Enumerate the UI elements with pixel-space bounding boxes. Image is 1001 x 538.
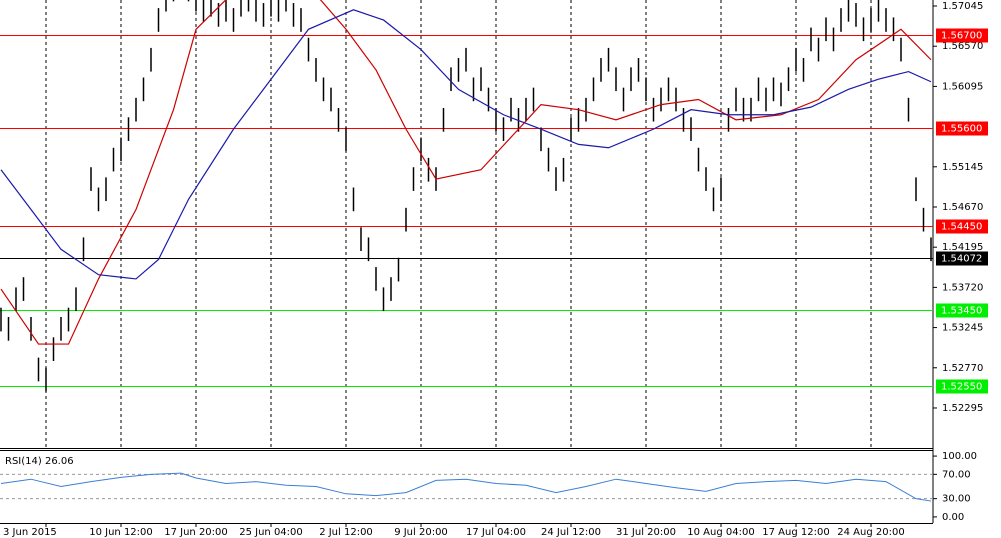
y-tick-label: 1.55145 xyxy=(942,162,983,173)
price-level-box xyxy=(936,219,988,234)
price-level-label: 1.53450 xyxy=(941,306,982,317)
price-level-box xyxy=(936,303,988,318)
axes: 3 Jun 2015 10 Jun 12:00 17 Jun 20:00 25 Jun… xyxy=(3,1,988,538)
price-level-box xyxy=(936,379,988,394)
rsi-line xyxy=(0,472,932,502)
y-tick-label: 1.54670 xyxy=(942,202,983,213)
price-level-label: 1.56700 xyxy=(941,31,982,42)
x-tick-label: 3 Jun 2015 xyxy=(3,527,57,538)
rsi-title: RSI(14) 26.06 xyxy=(5,456,74,467)
moving-average xyxy=(0,0,932,345)
x-tick-label: 10 Aug 04:00 xyxy=(687,527,754,538)
y-tick-label: 1.56570 xyxy=(942,41,983,52)
y-tick-label: 1.54195 xyxy=(942,242,983,253)
y-tick-label: 0.00 xyxy=(942,512,964,523)
y-tick-label: 1.56095 xyxy=(942,81,983,92)
price-level-label: 1.54450 xyxy=(941,222,982,233)
main-plot xyxy=(0,0,933,448)
x-tick-label: 24 Jul 12:00 xyxy=(541,527,601,538)
x-tick-label: 31 Jul 20:00 xyxy=(616,527,676,538)
x-tick-label: 24 Aug 20:00 xyxy=(837,527,904,538)
y-tick-label: 30.00 xyxy=(942,494,971,505)
moving-average xyxy=(0,9,932,280)
x-tick-label: 9 Jul 20:00 xyxy=(394,527,448,538)
price-level-box xyxy=(936,28,988,43)
price-level-label: 1.52550 xyxy=(941,382,982,393)
x-tick-label: 25 Jun 04:00 xyxy=(239,527,303,538)
rsi-plot xyxy=(0,472,933,502)
y-tick-label: 1.53720 xyxy=(942,282,983,293)
price-level-box xyxy=(936,121,988,136)
x-tick-label: 17 Jun 20:00 xyxy=(164,527,228,538)
price-level-box xyxy=(936,251,988,266)
y-tick-label: 1.52295 xyxy=(942,403,983,414)
y-tick-label: 1.57045 xyxy=(942,1,983,12)
y-tick-label: 70.00 xyxy=(942,469,971,480)
x-tick-label: 17 Aug 12:00 xyxy=(762,527,829,538)
x-tick-label: 17 Jul 04:00 xyxy=(466,527,526,538)
y-tick-label: 1.52770 xyxy=(942,363,983,374)
x-tick-label: 10 Jun 12:00 xyxy=(89,527,153,538)
price-level-label: 1.55600 xyxy=(941,124,982,135)
y-tick-label: 1.53245 xyxy=(942,323,983,334)
y-tick-label: 100.00 xyxy=(942,451,977,462)
price-level-label: 1.54072 xyxy=(941,254,982,265)
x-tick-label: 2 Jul 12:00 xyxy=(319,527,373,538)
